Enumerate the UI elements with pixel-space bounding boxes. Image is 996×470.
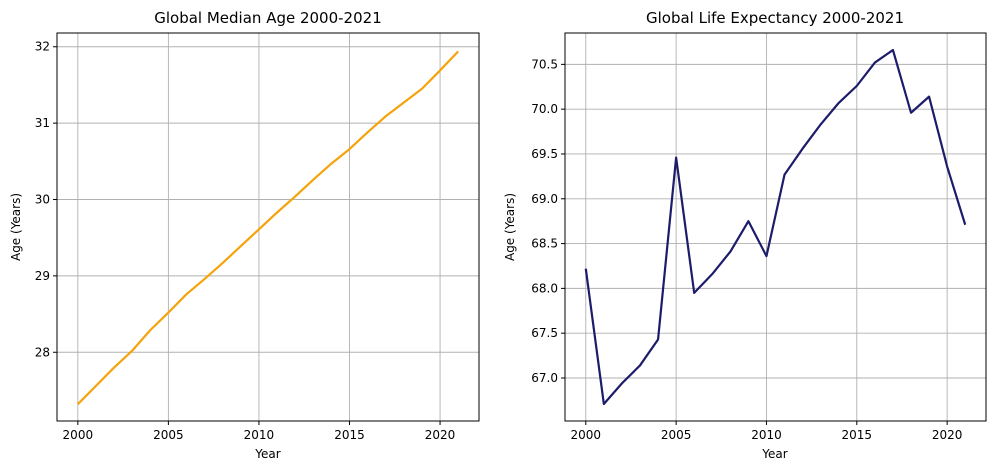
x-tick-label: 2010 [751, 428, 782, 442]
x-tick-label: 2005 [661, 428, 692, 442]
y-tick-label: 30 [35, 193, 50, 207]
x-tick-label: 2010 [244, 428, 275, 442]
x-axis-label: Year [761, 447, 787, 461]
plot-frame [56, 32, 480, 422]
grid [57, 33, 479, 421]
plot-frame [564, 32, 987, 422]
y-tick-label: 68.0 [531, 281, 558, 295]
series-line [584, 48, 967, 406]
x-tick-label: 2020 [932, 428, 963, 442]
grid [565, 33, 986, 421]
y-tick-label: 67.0 [531, 371, 558, 385]
series-line [77, 50, 459, 405]
y-tick-label: 32 [35, 40, 50, 54]
y-tick-label: 69.5 [531, 147, 558, 161]
x-tick-label: 2015 [334, 428, 365, 442]
x-axis-label: Year [254, 447, 280, 461]
x-tick-label: 2000 [63, 428, 94, 442]
x-tick-label: 2005 [153, 428, 184, 442]
x-tick-label: 2020 [425, 428, 456, 442]
y-tick-label: 70.0 [531, 102, 558, 116]
chart-title: Global Life Expectancy 2000-2021 [646, 9, 904, 27]
y-tick-label: 67.5 [531, 326, 558, 340]
chart-median-age: Global Median Age 2000-2021 Year Age (Ye… [9, 9, 480, 461]
y-tick-label: 70.5 [531, 57, 558, 71]
x-tick-label: 2015 [842, 428, 873, 442]
y-tick-label: 68.5 [531, 237, 558, 251]
chart-title: Global Median Age 2000-2021 [154, 9, 381, 27]
y-tick-label: 31 [35, 116, 50, 130]
x-tick-label: 2000 [571, 428, 602, 442]
y-axis-label: Age (Years) [503, 193, 517, 261]
y-tick-label: 29 [35, 269, 50, 283]
y-axis-label: Age (Years) [9, 193, 23, 261]
y-tick-label: 28 [35, 345, 50, 359]
chart-life-expectancy: Global Life Expectancy 2000-2021 Year Ag… [503, 9, 987, 461]
y-tick-label: 69.0 [531, 192, 558, 206]
